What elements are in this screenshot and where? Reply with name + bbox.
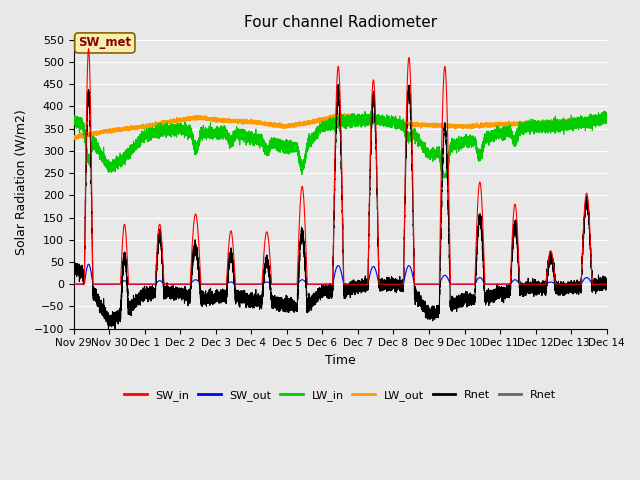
SW_out (84, 261, 92, 267)
SW_out (603, 281, 611, 287)
LW_out (310, 120, 317, 125)
Rnet (111, 326, 119, 332)
LW_in (70, 117, 77, 123)
LW_out (596, 116, 604, 122)
Rnet (70, 266, 77, 272)
LW_out (603, 116, 611, 122)
LW_out (533, 120, 541, 125)
LW_in (603, 115, 611, 121)
SW_out (602, 281, 609, 287)
Legend: SW_in, SW_out, LW_in, LW_out, Rnet, Rnet: SW_in, SW_out, LW_in, LW_out, Rnet, Rnet (120, 385, 561, 405)
Rnet (603, 281, 611, 287)
LW_out (548, 120, 556, 126)
SW_in (84, 46, 92, 51)
SW_out (596, 281, 604, 287)
SW_in (410, 244, 418, 250)
LW_out (72, 136, 80, 142)
Y-axis label: Solar Radiation (W/m2): Solar Radiation (W/m2) (15, 109, 28, 255)
SW_in (603, 281, 611, 287)
SW_out (410, 278, 418, 284)
SW_in (310, 281, 317, 287)
SW_out (533, 281, 541, 287)
Rnet (310, 300, 317, 305)
Line: SW_in: SW_in (74, 48, 607, 284)
LW_in (548, 123, 556, 129)
LW_out (70, 134, 77, 140)
Line: Rnet: Rnet (74, 84, 607, 329)
LW_in (533, 124, 541, 130)
LW_in (439, 175, 447, 180)
Title: Four channel Radiometer: Four channel Radiometer (244, 15, 436, 30)
X-axis label: Time: Time (324, 354, 356, 367)
LW_in (410, 132, 418, 137)
SW_in (70, 281, 77, 287)
Rnet (596, 284, 604, 289)
SW_in (596, 281, 604, 287)
SW_in (533, 281, 541, 287)
Text: SW_met: SW_met (78, 36, 131, 49)
SW_out (70, 281, 77, 287)
Line: SW_out: SW_out (74, 264, 607, 284)
LW_in (310, 138, 317, 144)
SW_in (548, 250, 556, 255)
LW_out (337, 110, 344, 116)
Line: LW_out: LW_out (74, 113, 607, 139)
LW_in (602, 118, 609, 124)
Line: LW_in: LW_in (74, 111, 607, 178)
SW_out (310, 281, 317, 287)
SW_out (548, 279, 556, 285)
Rnet (533, 286, 541, 291)
Rnet (410, 257, 418, 263)
LW_in (596, 112, 604, 118)
LW_out (602, 114, 609, 120)
LW_in (600, 108, 608, 114)
Rnet (334, 82, 342, 87)
SW_in (602, 281, 609, 287)
Rnet (548, 255, 556, 261)
LW_out (410, 121, 418, 127)
Rnet (602, 285, 609, 291)
